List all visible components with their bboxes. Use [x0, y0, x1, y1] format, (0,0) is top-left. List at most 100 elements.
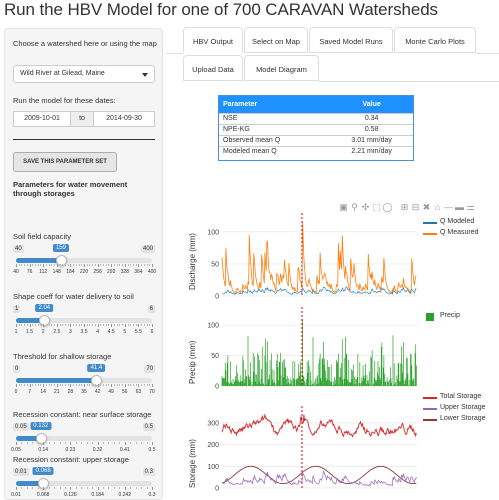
slider-tick: [97, 264, 99, 267]
table-row: Observed mean Q 3.01 mm/day: [219, 134, 413, 146]
date-end-input[interactable]: 2014-09-30: [93, 111, 155, 127]
slider-track[interactable]: [16, 258, 152, 263]
legend-item-upper-storage[interactable]: Upper Storage: [421, 404, 486, 415]
slider-tick: [43, 487, 45, 490]
slider-tick-label: 14: [40, 389, 46, 395]
slider-tick: [16, 324, 17, 327]
zoom-out-minus-icon[interactable]: ⊟: [411, 202, 420, 212]
slider-minor-tick: [127, 324, 129, 326]
slider-track[interactable]: [16, 378, 152, 383]
slider-minor-tick: [81, 487, 83, 489]
slider-min: 0.05: [13, 423, 29, 431]
slider-minor-tick: [94, 324, 96, 326]
tab-border: [476, 53, 499, 54]
tab-saved-model-runs[interactable]: Saved Model Runs: [309, 27, 393, 53]
slider-minor-tick: [141, 264, 143, 266]
date-start-input[interactable]: 2009-10-01: [13, 111, 71, 127]
slider-minor-tick: [59, 487, 61, 489]
slider-minor-tick: [92, 264, 94, 266]
legend-label: Lower Storage: [440, 415, 486, 422]
slider-track[interactable]: [16, 481, 152, 486]
slider-minor-tick: [64, 264, 66, 266]
table-row: NSE 0.34: [219, 112, 413, 124]
slider-handle[interactable]: [91, 375, 103, 386]
slider-minor-tick: [26, 264, 28, 266]
parameter-slider[interactable]: 0 70 41.4 0 7 14 21 28 35 42 49 56 63 70: [13, 364, 155, 399]
tab-upload-data[interactable]: Upload Data: [183, 55, 243, 81]
slider-tick-label: 220: [79, 269, 89, 275]
parameter-slider[interactable]: 1 6 2.04 1 1.5 2 2.5 3 3.5 4 4.5 5 5.5 6: [13, 304, 155, 339]
slider-minor-tick: [26, 384, 28, 386]
slider-minor-tick: [81, 324, 83, 326]
slider-tick-label: 328: [120, 269, 129, 275]
slider-minor-tick: [59, 384, 61, 386]
legend-item-precip[interactable]: Precip: [421, 312, 460, 323]
slider-handle[interactable]: [55, 255, 67, 266]
slider-minor-tick: [78, 324, 80, 326]
tab-select-on-map[interactable]: Select on Map: [244, 27, 308, 53]
slider-minor-tick: [103, 384, 105, 386]
slider-tick: [16, 442, 17, 445]
slider-minor-tick: [62, 264, 64, 266]
slider-fill: [16, 318, 45, 323]
parameter-slider[interactable]: 40 400 159 40 76 112 148 184 220 256 292 328 364 400: [13, 244, 156, 279]
plot-modebar: ▣ ⚲ ✣ ⬚ ◯ ⊞ ⊟ ✖ ⌂ — ▬ ⚌: [338, 202, 476, 214]
slider-tick: [43, 442, 45, 445]
table-cell: NSE: [219, 112, 331, 124]
autoscale-icon[interactable]: ✖: [422, 202, 431, 212]
parameter-slider[interactable]: 0.05 0.5 0.132 0.05 0.14 0.23 0.32 0.41 0.5: [11, 422, 155, 457]
zoom-icon[interactable]: ⚲: [351, 202, 358, 212]
legend-item-q-modeled[interactable]: Q Modeled: [421, 218, 479, 229]
tab-hbv-output[interactable]: HBV Output: [183, 27, 243, 53]
slider-minor-tick: [116, 324, 118, 326]
parameter-slider[interactable]: 0.01 0.3 0.068 0.01 0.068 0.126 0.184 0.242 0.3: [11, 467, 155, 500]
slider-minor-tick: [40, 324, 42, 326]
legend-item-q-measured[interactable]: Q Measured: [421, 229, 479, 240]
slider-tick-label: 56: [122, 389, 128, 395]
legend-item-lower-storage[interactable]: Lower Storage: [421, 415, 486, 426]
slider-tick-labels: 0.05 0.14 0.23 0.32 0.41 0.5: [11, 447, 155, 455]
lasso-icon[interactable]: ◯: [382, 202, 393, 212]
box-select-icon[interactable]: ⬚: [372, 202, 381, 212]
slider-minor-tick: [86, 384, 88, 386]
slider-minor-tick: [73, 324, 75, 326]
page-title: Run the HBV Model for one of 700 CARAVAN…: [4, 0, 438, 19]
slider-max: 70: [144, 365, 155, 373]
tab-model-diagram[interactable]: Model Diagram: [244, 55, 319, 81]
slider-track[interactable]: [16, 436, 152, 441]
slider-minor-tick: [81, 264, 83, 266]
spike-lines-icon[interactable]: —: [444, 202, 453, 212]
slider-tick: [124, 324, 126, 327]
slider-minor-tick: [113, 264, 115, 266]
slider-handle[interactable]: [39, 315, 51, 326]
y-tick-label: 0: [215, 486, 219, 493]
slider-tick: [124, 264, 126, 267]
slider-handle[interactable]: [35, 433, 47, 444]
slider-tick-label: 0.41: [119, 447, 130, 453]
slider-ticks: [16, 324, 153, 328]
legend-swatch: [423, 408, 437, 410]
slider-value: 159: [52, 244, 69, 252]
watershed-select[interactable]: Wild River at Gilead, Maine: [13, 65, 155, 83]
y-tick-label: 300: [207, 420, 219, 427]
slider-minor-tick: [35, 384, 37, 386]
save-parameter-set-button[interactable]: SAVE THIS PARAMETER SET: [13, 152, 117, 172]
pan-icon[interactable]: ✣: [361, 202, 370, 212]
slider-tick: [56, 264, 58, 267]
q-modeled-line: [221, 286, 417, 295]
slider-minor-tick: [32, 384, 34, 386]
slider-minor-tick: [75, 487, 77, 489]
zoom-in-plus-icon[interactable]: ⊞: [400, 202, 409, 212]
slider-track[interactable]: [16, 318, 152, 323]
hover-closest-icon[interactable]: ▬: [455, 202, 464, 212]
slider-minor-tick: [26, 487, 28, 489]
chevron-down-icon: [142, 73, 148, 77]
slider-minor-tick: [130, 442, 132, 444]
tab-monte-carlo-plots[interactable]: Monte Carlo Plots: [394, 27, 476, 53]
table-header-parameter: Parameter: [219, 96, 331, 113]
hover-compare-icon[interactable]: ⚌: [466, 202, 475, 212]
slider-tick: [111, 324, 113, 327]
reset-axes-icon[interactable]: ⌂: [434, 202, 441, 212]
legend-item-total-storage[interactable]: Total Storage: [421, 393, 486, 404]
camera-icon[interactable]: ▣: [339, 202, 348, 212]
